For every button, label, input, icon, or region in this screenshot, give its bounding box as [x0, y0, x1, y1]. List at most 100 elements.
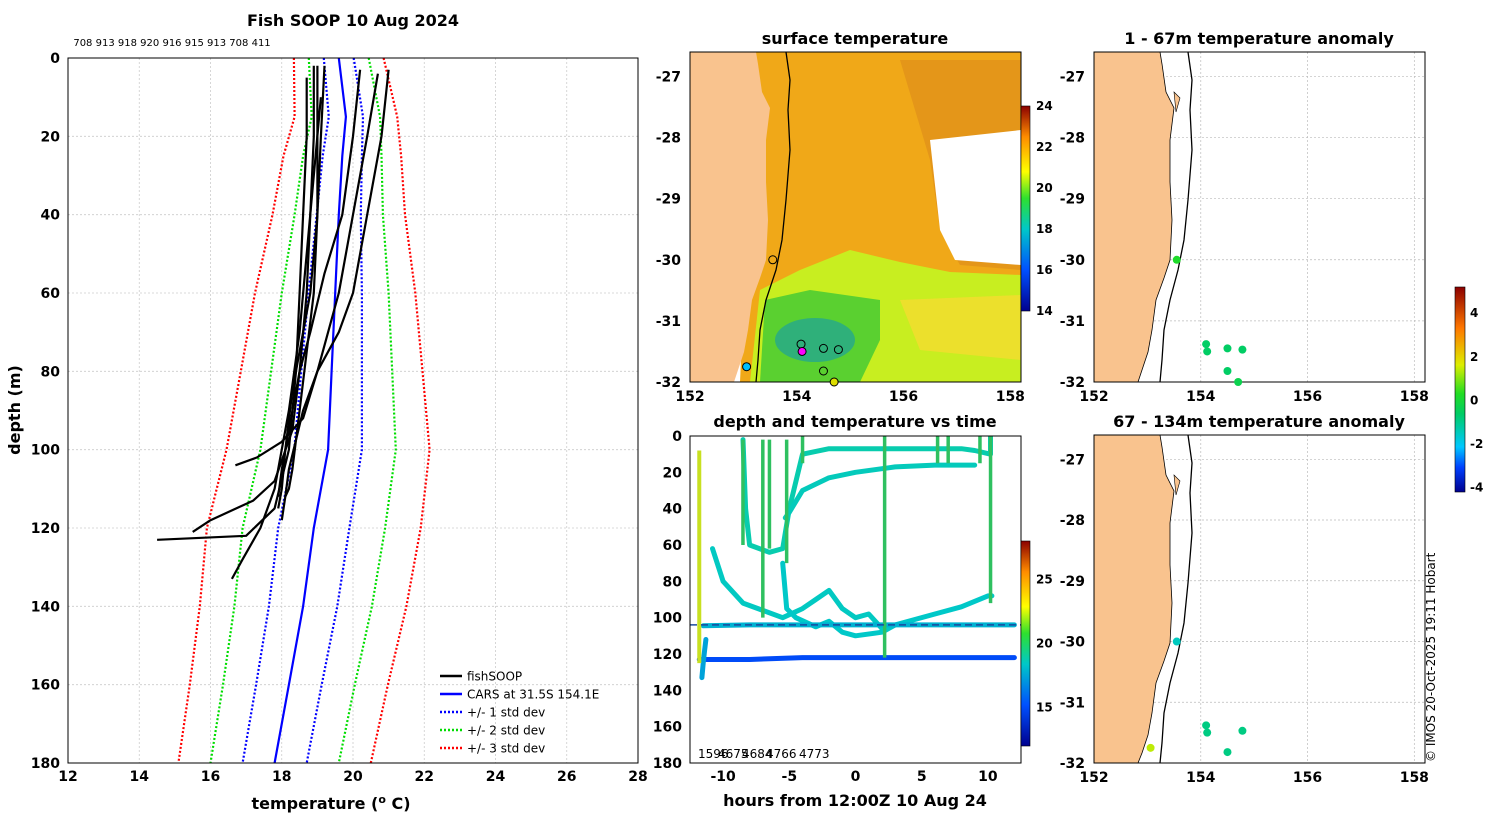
colorbar-tick-label: 20: [1036, 181, 1053, 195]
top-label: 915: [185, 38, 204, 49]
anomaly-shallow-land: [1094, 52, 1175, 382]
sst-site-marker: [742, 362, 752, 372]
anomaly-point: [1238, 726, 1247, 735]
colorbar-tick-label: 4: [1470, 306, 1478, 320]
profile-grid: [68, 58, 638, 763]
depth-track-line: [699, 637, 709, 681]
anomaly-shallow-map: [1094, 52, 1193, 382]
y-tick-label: -31: [1060, 695, 1085, 711]
fishsoop-profile-line: [157, 77, 308, 541]
y-tick-label: -31: [656, 314, 681, 330]
y-tick-label: -29: [1060, 192, 1085, 208]
colorbar-tick-label: -2: [1470, 437, 1483, 451]
anomaly-deep-panel: 67 - 134m temperature anomaly 152 154 156 1…: [1060, 286, 1483, 786]
x-tick-label: 12: [58, 769, 77, 785]
x-tick-label: 28: [628, 769, 647, 785]
depth-time-colorbar-ticks: 25 20 15: [1036, 572, 1053, 714]
y-tick-label: -28: [1060, 513, 1085, 529]
x-tick-label: 154: [782, 389, 811, 405]
x-tick-label: 152: [1079, 770, 1108, 786]
anomaly-deep-land: [1094, 435, 1175, 763]
bottom-label: 4766: [766, 747, 797, 761]
anomaly-shallow-title: 1 - 67m temperature anomaly: [1124, 29, 1394, 48]
x-tick-label: 154: [1186, 770, 1215, 786]
sst-site-marker: [768, 255, 778, 265]
y-tick-label: 60: [41, 286, 61, 302]
fishsoop-profile-line: [235, 73, 379, 467]
anomaly-point: [1223, 344, 1232, 353]
colorbar-tick-label: 18: [1036, 222, 1053, 236]
anomaly-shallow-ticks: 152 154 156 158 -27 -28 -29 -30 -31 -32: [1060, 69, 1429, 405]
y-tick-label: 40: [41, 208, 61, 224]
y-tick-label: -32: [656, 375, 681, 391]
y-tick-label: -32: [1060, 756, 1085, 772]
profile-top-labels: 708 913 918 920 916 915 913 708 411: [73, 38, 270, 49]
y-tick-label: 100: [653, 611, 682, 627]
colorbar-tick-label: 25: [1036, 572, 1053, 586]
island-shape: [1173, 474, 1181, 496]
x-tick-label: -10: [710, 769, 736, 785]
depth-time-bottom-labels: 1596 4675 4684 4766 4773: [698, 747, 830, 761]
x-tick-label: 156: [1293, 770, 1322, 786]
std3-envelope-line: [177, 58, 296, 763]
anomaly-colorbar: [1454, 286, 1466, 493]
sst-site-marker: [833, 345, 843, 355]
depth-time-xlabel: hours from 12:00Z 10 Aug 24: [723, 791, 987, 810]
sst-site-marker: [829, 377, 839, 387]
sst-colorbar-ticks: 24 22 20 18 16 14: [1036, 99, 1053, 318]
colorbar-tick-label: 14: [1036, 304, 1053, 318]
y-tick-label: 20: [41, 129, 61, 145]
x-tick-label: 158: [996, 389, 1025, 405]
fishsoop-profile-line: [192, 65, 315, 533]
y-tick-label: -29: [1060, 574, 1085, 590]
sst-markers: [742, 255, 843, 387]
anomaly-point: [1202, 721, 1211, 730]
y-tick-label: -27: [656, 69, 681, 85]
anomaly-shallow-contour: [1159, 52, 1193, 382]
fishsoop-profile-line: [230, 97, 322, 580]
sst-site-marker: [818, 366, 828, 376]
y-tick-label: 60: [663, 538, 683, 554]
sst-panel: surface temperature 152 154 156 158 -27 -28 -2…: [656, 29, 1053, 405]
sst-colorbar: [1020, 105, 1031, 312]
sst-missing-patch: [930, 130, 1021, 265]
anomaly-point: [1203, 728, 1212, 737]
bottom-label: 4675: [718, 747, 749, 761]
fishsoop-profile-line: [284, 65, 319, 498]
legend-label: fishSOOP: [467, 670, 522, 684]
y-tick-label: -28: [1060, 131, 1085, 147]
anomaly-deep-axes-box: [1093, 434, 1426, 764]
anomaly-point: [1234, 378, 1243, 386]
top-label: 913: [96, 38, 115, 49]
anomaly-point: [1223, 748, 1232, 757]
anomaly-point: [1238, 345, 1247, 354]
credit-text: © IMOS 20-Oct-2025 19:11 Hobart: [1424, 552, 1438, 762]
x-tick-label: 158: [1400, 389, 1429, 405]
y-tick-label: -30: [1060, 253, 1086, 269]
anomaly-point: [1172, 255, 1181, 264]
std1-envelope-line: [305, 58, 365, 763]
y-tick-label: 140: [31, 599, 60, 615]
x-tick-label: 154: [1186, 389, 1215, 405]
sst-ticks: 152 154 156 158 -27 -28 -29 -30 -31 -32: [656, 69, 1025, 405]
profile-ylabel: depth (m): [5, 365, 24, 455]
colorbar-tick-label: 15: [1036, 701, 1053, 715]
y-tick-label: -27: [1060, 69, 1085, 85]
sst-shelf-contour: [755, 52, 791, 382]
colorbar-tick-label: 24: [1036, 99, 1053, 113]
anomaly-point: [1146, 743, 1155, 752]
y-tick-label: -30: [656, 253, 682, 269]
top-label: 411: [252, 38, 271, 49]
top-label: 916: [162, 38, 181, 49]
legend-label: +/- 3 std dev: [467, 742, 545, 756]
sst-land: [690, 52, 770, 382]
profile-legend: fishSOOP CARS at 31.5S 154.1E +/- 1 std de…: [440, 670, 599, 756]
std3-envelope-line: [369, 58, 431, 763]
colorbar-tick-label: 22: [1036, 140, 1053, 154]
x-tick-label: 16: [201, 769, 220, 785]
y-tick-label: 80: [41, 364, 61, 380]
anomaly-deep-ticks: 152 154 156 158 -27 -28 -29 -30 -31 -32: [1060, 452, 1429, 786]
sst-site-marker: [818, 343, 828, 353]
top-label: 708: [229, 38, 248, 49]
anomaly-shallow-panel: 1 - 67m temperature anomaly 152 154 156 158…: [1060, 29, 1429, 405]
